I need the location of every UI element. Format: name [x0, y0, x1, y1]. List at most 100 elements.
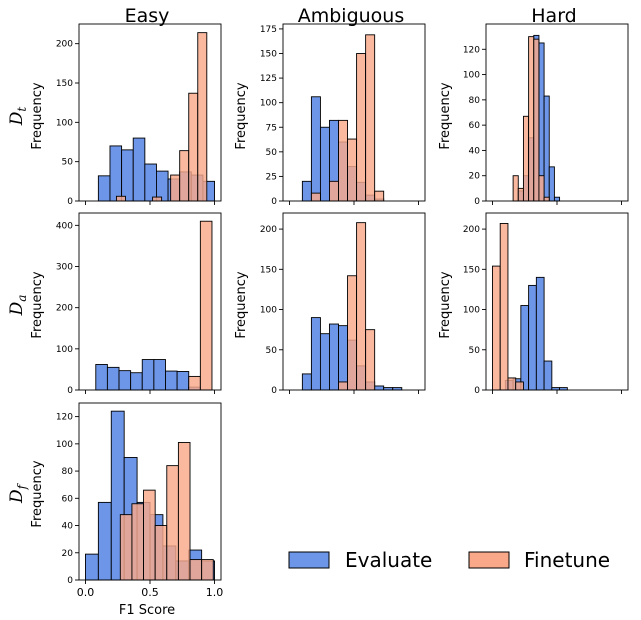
bar-evaluate-1	[310, 317, 321, 391]
bar-finetune-4	[356, 53, 367, 202]
bar-finetune-4	[533, 38, 540, 202]
column-title-ambiguous: Ambiguous	[298, 5, 405, 27]
ytick-label: 400	[56, 221, 73, 231]
xlabel: F1 Score	[119, 603, 175, 618]
bar-finetune-6	[543, 196, 550, 202]
bar-finetune-0	[310, 192, 321, 202]
ytick-label: 100	[56, 118, 73, 128]
ytick-label: 40	[469, 146, 481, 156]
panel-r0-c1: 0 25 50 75 100 125 150 175	[260, 23, 426, 207]
bar-evaluate-3	[528, 284, 537, 391]
panel-r0-c0: 0 50 100 150 200	[56, 23, 222, 207]
axes-frame	[485, 23, 629, 202]
bar-evaluate-4	[144, 163, 157, 202]
bar-evaluate-6	[165, 370, 178, 391]
ytick-label: 0	[474, 197, 480, 207]
ytick-label: 20	[469, 172, 481, 182]
bar-finetune-4	[166, 465, 179, 581]
bar-finetune-2	[170, 174, 181, 202]
ytick-label: 50	[266, 148, 278, 158]
legend-label-evaluate: Evaluate	[345, 548, 432, 572]
bar-evaluate-1	[97, 501, 112, 581]
bar-evaluate-1	[310, 96, 321, 202]
ytick-label: 175	[260, 25, 277, 35]
bar-evaluate-0	[97, 175, 111, 202]
row-label-df: Df	[7, 482, 29, 504]
bar-evaluate-0	[301, 373, 312, 391]
xtick-label: 0.5	[141, 586, 159, 599]
row-symbol-dt: D	[7, 111, 27, 126]
legend-label-finetune: Finetune	[524, 548, 610, 572]
svg-text:Df: Df	[7, 482, 29, 504]
svg-text:Da: Da	[7, 295, 29, 317]
bar-finetune-3	[347, 138, 358, 202]
xtick-label: 0.0	[77, 586, 95, 599]
ytick-label: 60	[62, 494, 74, 504]
bar-evaluate-5	[543, 360, 553, 391]
ylabel-row-1-col-3: Frequency	[438, 82, 453, 149]
ytick-label: 75	[266, 123, 277, 133]
ytick-label: 125	[260, 74, 277, 84]
bar-evaluate-3	[329, 323, 339, 391]
bar-evaluate-4	[141, 359, 155, 391]
ytick-label: 150	[260, 265, 277, 275]
row-subscript-df: f	[15, 482, 29, 490]
ytick-label: 0	[271, 386, 277, 396]
ytick-label: 150	[260, 50, 277, 60]
ytick-label: 50	[469, 346, 481, 356]
bar-evaluate-4	[535, 276, 545, 391]
panel-r1-c2: 0 50 100 150 200	[463, 212, 629, 396]
bar-evaluate-4	[338, 325, 349, 391]
ytick-label: 200	[56, 40, 73, 50]
bar-finetune-2	[356, 222, 367, 391]
bar-evaluate-1	[106, 366, 120, 391]
bar-finetune-0	[119, 514, 133, 581]
bar-finetune-0	[512, 175, 519, 202]
column-title-easy: Easy	[125, 5, 170, 27]
bar-evaluate-0	[301, 180, 312, 202]
ytick-label: 0	[67, 197, 73, 207]
ytick-label: 60	[469, 121, 481, 131]
legend-swatch-finetune	[468, 551, 510, 569]
ytick-label: 100	[463, 71, 480, 81]
bar-finetune-1	[517, 187, 524, 202]
ytick-label: 150	[56, 79, 73, 89]
ytick-label: 200	[463, 225, 480, 235]
ytick-label: 0	[474, 386, 480, 396]
bar-evaluate-2	[118, 370, 132, 391]
bar-evaluate-2	[319, 126, 330, 202]
ytick-label: 150	[463, 265, 480, 275]
svg-text:Dt: Dt	[7, 107, 29, 127]
bar-finetune-5	[197, 32, 208, 202]
ytick-label: 20	[62, 549, 74, 559]
bar-finetune-1	[499, 223, 509, 391]
ytick-label: 100	[463, 306, 480, 316]
ylabel-row-2-col-2: Frequency	[234, 271, 249, 338]
bar-evaluate-3	[132, 137, 146, 202]
bar-evaluate-2	[319, 333, 330, 391]
column-title-hard: Hard	[531, 5, 576, 27]
panel-r1-c0: 0 100 200 300 400	[56, 212, 222, 396]
panels: 0501001502000255075100125150175020406080…	[56, 23, 629, 599]
bar-evaluate-6	[548, 166, 555, 202]
row-subscript-da: a	[15, 295, 29, 302]
bar-finetune-1	[347, 275, 358, 391]
bar-finetune-5	[365, 34, 376, 202]
bar-finetune-2	[338, 119, 349, 202]
row-symbol-da: D	[7, 301, 27, 316]
ytick-label: 50	[62, 158, 74, 168]
bar-finetune-3	[528, 36, 535, 202]
ytick-label: 100	[56, 345, 73, 355]
bar-evaluate-5	[153, 359, 166, 391]
bar-finetune-0	[188, 375, 201, 391]
bar-finetune-2	[507, 377, 517, 391]
ytick-label: 300	[56, 263, 73, 273]
bar-evaluate-7	[176, 371, 190, 391]
bar-finetune-5	[177, 442, 191, 581]
ylabel-row-2: Frequency	[30, 271, 45, 338]
bar-finetune-0	[492, 265, 501, 391]
bar-finetune-3	[365, 329, 376, 391]
bar-finetune-1	[199, 220, 213, 391]
ytick-label: 100	[56, 440, 73, 450]
